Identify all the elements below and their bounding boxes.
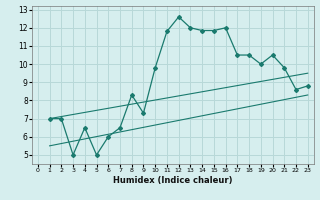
X-axis label: Humidex (Indice chaleur): Humidex (Indice chaleur)	[113, 176, 233, 185]
